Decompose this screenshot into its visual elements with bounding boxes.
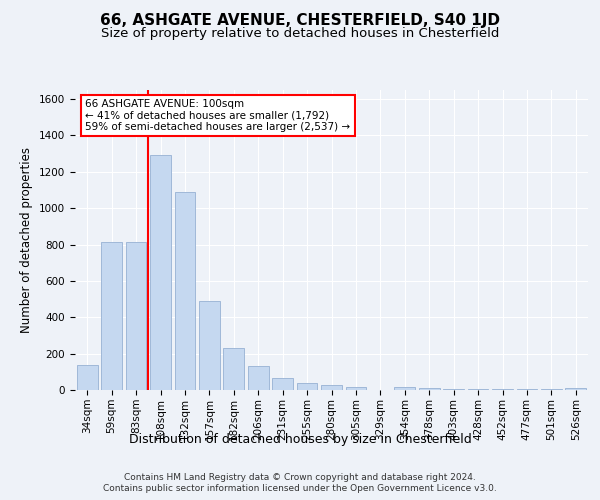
Bar: [321, 386, 342, 390]
Text: 66 ASHGATE AVENUE: 100sqm
← 41% of detached houses are smaller (1,792)
59% of se: 66 ASHGATE AVENUE: 100sqm ← 41% of detac…: [85, 99, 350, 132]
Bar: [394, 388, 415, 390]
Bar: [248, 366, 269, 390]
Text: 66, ASHGATE AVENUE, CHESTERFIELD, S40 1JD: 66, ASHGATE AVENUE, CHESTERFIELD, S40 1J…: [100, 12, 500, 28]
Bar: [101, 242, 122, 390]
Bar: [467, 389, 488, 390]
Bar: [223, 348, 244, 390]
Bar: [175, 192, 196, 390]
Text: Size of property relative to detached houses in Chesterfield: Size of property relative to detached ho…: [101, 28, 499, 40]
Text: Distribution of detached houses by size in Chesterfield: Distribution of detached houses by size …: [128, 432, 472, 446]
Bar: [346, 388, 367, 390]
Bar: [272, 378, 293, 390]
Bar: [419, 388, 440, 390]
Text: Contains HM Land Registry data © Crown copyright and database right 2024.
Contai: Contains HM Land Registry data © Crown c…: [103, 472, 497, 494]
Bar: [517, 389, 538, 390]
Bar: [296, 383, 317, 390]
Bar: [492, 389, 513, 390]
Bar: [77, 364, 98, 390]
Bar: [199, 301, 220, 390]
Bar: [443, 389, 464, 390]
Bar: [150, 154, 171, 390]
Bar: [125, 242, 146, 390]
Y-axis label: Number of detached properties: Number of detached properties: [20, 147, 34, 333]
Bar: [565, 388, 586, 390]
Bar: [541, 389, 562, 390]
